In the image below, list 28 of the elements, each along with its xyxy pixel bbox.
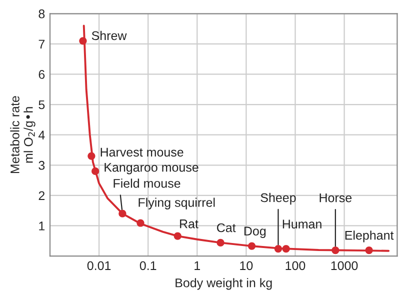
y-tick-label: 1: [39, 222, 45, 230]
annotation: Dog: [244, 226, 266, 238]
y-tick-label: 2: [38, 191, 45, 200]
annotation: Horse: [320, 194, 352, 202]
annotation: Kangaroo mouse: [104, 163, 198, 174]
annotation: Shrew: [92, 30, 127, 40]
y-axis-title: Metabolic rate ml O$_{2}$/g•h: [10, 96, 36, 174]
annotation: Elephant: [345, 230, 394, 242]
x-tick-label: 1: [194, 261, 200, 270]
y-tick-label: 3: [38, 160, 45, 170]
y-tick-label: 5: [38, 100, 45, 110]
annotation: Field mouse: [114, 178, 180, 188]
annotation: Sheep: [260, 192, 296, 205]
x-tick-label: 10: [240, 261, 253, 270]
x-tick-label: 1000: [331, 261, 358, 270]
x-tick-label: 0.1: [140, 261, 156, 270]
annotation: Human: [282, 220, 322, 229]
annotation: Harvest mouse: [100, 148, 184, 157]
y-tick-label: 6: [38, 70, 45, 79]
y-tick-label: 4: [38, 130, 45, 140]
x-tick-label: 0.01: [87, 261, 111, 270]
annotation: Cat: [217, 223, 236, 232]
annotation: Rat: [180, 220, 198, 228]
y-tick-label: 8: [38, 9, 45, 18]
x-axis-title: Body weight in kg: [176, 278, 272, 290]
x-tick-label: 100: [286, 261, 306, 270]
y-tick-label: 7: [38, 40, 45, 48]
annotation: Flying squirrel: [138, 198, 215, 210]
